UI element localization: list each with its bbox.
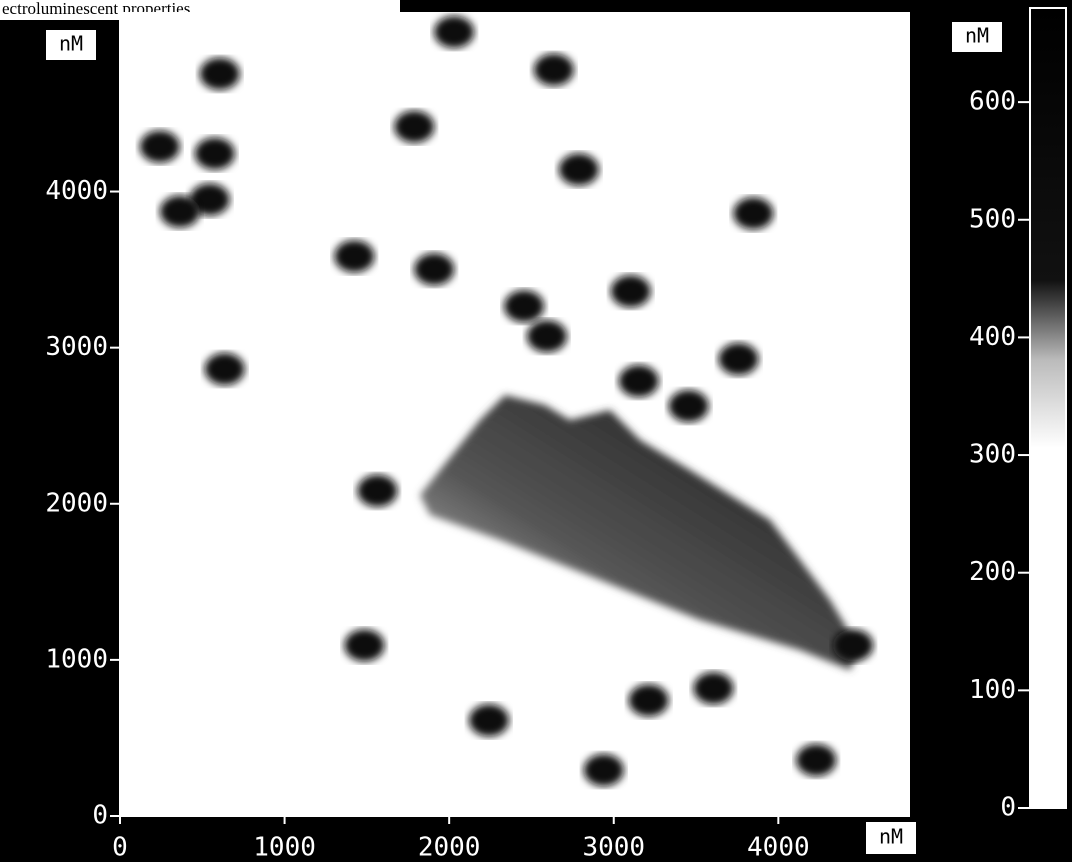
colorbar-tick-label: 200 [969, 557, 1016, 587]
particle [189, 183, 230, 216]
particle [204, 353, 245, 386]
particle [733, 197, 774, 230]
particle [833, 629, 874, 662]
particle [159, 195, 200, 228]
particle [357, 474, 398, 507]
colorbar-tick-label: 0 [1000, 793, 1016, 823]
x-tick-label: 2000 [418, 833, 481, 862]
x-tick-label: 1000 [253, 833, 316, 862]
colorbar-tick-label: 500 [969, 204, 1016, 234]
colorbar-tick-label: 600 [969, 87, 1016, 117]
particle [558, 153, 599, 186]
particle [583, 754, 624, 787]
y-tick-label: 1000 [45, 644, 108, 674]
particle [618, 365, 659, 398]
colorbar-unit: nM [965, 24, 989, 48]
particle [194, 137, 235, 170]
unit-box [866, 822, 916, 854]
colorbar-tick-label: 100 [969, 675, 1016, 705]
particle [344, 629, 385, 662]
unit-box [952, 22, 1002, 52]
particle [718, 343, 759, 376]
particle [628, 684, 669, 717]
colorbar-tick-label: 400 [969, 322, 1016, 352]
particle [796, 744, 837, 777]
particle [434, 15, 475, 48]
large-region [420, 395, 860, 670]
particle [468, 704, 509, 737]
particle [610, 275, 651, 308]
colorbar-tick-label: 300 [969, 440, 1016, 470]
particle [199, 57, 240, 90]
y-unit: nM [59, 32, 83, 56]
particle [693, 672, 734, 705]
y-tick-label: 3000 [45, 332, 108, 362]
particle [334, 240, 375, 273]
colorbar [1029, 7, 1067, 809]
particle [533, 53, 574, 86]
y-tick-label: 0 [92, 801, 108, 831]
y-tick-label: 4000 [45, 176, 108, 206]
x-unit: nM [879, 825, 903, 849]
particle [668, 390, 709, 423]
x-tick-label: 3000 [582, 833, 645, 862]
particle [414, 253, 455, 286]
x-tick-label: 0 [112, 833, 128, 862]
particle [394, 110, 435, 143]
particle [139, 130, 180, 163]
unit-box [46, 30, 96, 60]
particle [504, 290, 545, 323]
x-tick-label: 4000 [747, 833, 810, 862]
particle [526, 320, 567, 353]
y-tick-label: 2000 [45, 488, 108, 518]
